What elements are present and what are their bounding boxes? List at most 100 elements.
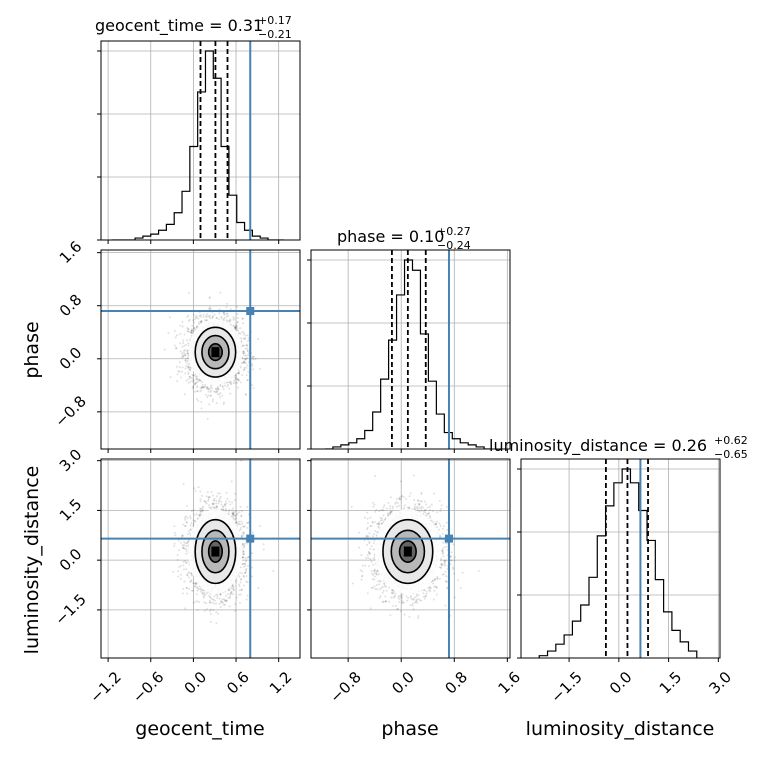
- sample-point: [186, 366, 189, 369]
- sample-point: [235, 329, 238, 332]
- sample-point: [236, 381, 239, 384]
- sample-point: [193, 318, 196, 321]
- sample-point: [244, 362, 247, 365]
- sample-point: [251, 356, 254, 359]
- sample-point: [193, 327, 196, 330]
- sample-point: [204, 383, 207, 386]
- sample-point: [199, 313, 202, 316]
- sample-point: [181, 320, 184, 323]
- sample-point: [208, 388, 211, 391]
- sample-point: [251, 363, 254, 366]
- sample-point: [222, 508, 225, 511]
- sample-point: [240, 588, 243, 591]
- sample-point: [223, 312, 226, 315]
- sample-point: [237, 370, 240, 373]
- sample-point: [240, 339, 243, 342]
- sample-point: [196, 385, 199, 388]
- sample-point: [177, 575, 180, 578]
- sample-point: [177, 549, 180, 552]
- sample-point: [239, 528, 242, 531]
- sample-point: [221, 598, 224, 601]
- sample-point: [219, 592, 222, 595]
- sample-point: [230, 382, 233, 385]
- sample-point: [207, 315, 210, 318]
- sample-point: [244, 357, 247, 360]
- sample-point: [228, 320, 231, 323]
- sample-point: [229, 392, 232, 395]
- sample-point: [246, 556, 249, 559]
- sample-point: [246, 334, 249, 337]
- sample-point: [215, 391, 218, 394]
- sample-point: [207, 496, 210, 499]
- sample-point: [246, 347, 249, 350]
- sample-point: [240, 534, 243, 537]
- sample-point: [225, 599, 228, 602]
- sample-point: [252, 386, 255, 389]
- sample-point: [189, 580, 192, 583]
- sample-point: [234, 326, 237, 329]
- sample-point: [218, 602, 221, 605]
- sample-point: [245, 560, 248, 563]
- sample-point: [244, 337, 247, 340]
- sample-point: [191, 385, 194, 388]
- sample-point: [228, 595, 231, 598]
- sample-point: [246, 379, 249, 382]
- sample-point: [181, 535, 184, 538]
- sample-point: [187, 572, 190, 575]
- sample-point: [199, 588, 202, 591]
- sample-point: [204, 501, 207, 504]
- sample-point: [228, 387, 231, 390]
- sample-point: [187, 328, 190, 331]
- sample-point: [181, 592, 184, 595]
- sample-point: [239, 381, 242, 384]
- sample-point: [247, 370, 250, 373]
- sample-point: [242, 556, 245, 559]
- panel-content: [101, 41, 300, 240]
- sample-point: [246, 505, 249, 508]
- sample-point: [243, 368, 246, 371]
- sample-point: [209, 317, 212, 320]
- sample-point: [246, 379, 249, 382]
- sample-point: [179, 564, 182, 567]
- panel-frame: [100, 40, 301, 241]
- sample-point: [204, 385, 207, 388]
- sample-point: [197, 587, 200, 590]
- sample-point: [190, 329, 193, 332]
- sample-point: [200, 386, 203, 389]
- truth-marker: [246, 307, 255, 316]
- sample-point: [222, 402, 225, 405]
- sample-point: [195, 375, 198, 378]
- sample-point: [187, 381, 190, 384]
- sample-point: [182, 339, 185, 342]
- sample-point: [223, 503, 226, 506]
- sample-point: [185, 545, 188, 548]
- sample-point: [246, 581, 249, 584]
- sample-point: [234, 326, 237, 329]
- sample-point: [215, 502, 218, 505]
- sample-point: [196, 378, 199, 381]
- sample-point: [198, 514, 201, 517]
- sample-point: [242, 322, 245, 325]
- sample-point: [244, 358, 247, 361]
- sample-point: [216, 393, 219, 396]
- sample-point: [176, 373, 179, 376]
- sample-point: [193, 382, 196, 385]
- sample-point: [245, 344, 248, 347]
- sample-point: [173, 329, 176, 332]
- sample-point: [213, 313, 216, 316]
- sample-point: [183, 349, 186, 352]
- sample-point: [225, 509, 228, 512]
- sample-point: [242, 361, 245, 364]
- sample-point: [242, 542, 245, 545]
- sample-point: [201, 383, 204, 386]
- sample-point: [194, 390, 197, 393]
- sample-point: [211, 503, 214, 506]
- sample-point: [213, 599, 216, 602]
- sample-point: [206, 417, 209, 420]
- sample-point: [199, 387, 202, 390]
- sample-point: [218, 497, 221, 500]
- sample-point: [242, 350, 245, 353]
- sample-point: [239, 578, 242, 581]
- sample-point: [229, 382, 232, 385]
- sample-point: [185, 553, 188, 556]
